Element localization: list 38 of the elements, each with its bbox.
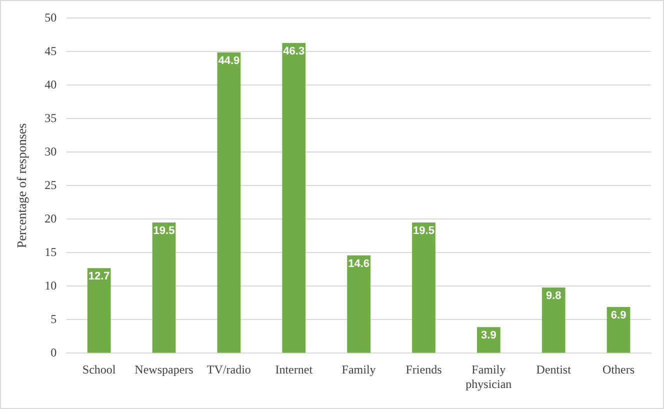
bar (412, 222, 436, 353)
x-tick-label: Friends (406, 362, 442, 377)
y-tick-label: 0 (50, 345, 57, 360)
data-label: 12.7 (88, 270, 110, 283)
x-tick-label: TV/radio (206, 362, 251, 377)
bar (217, 52, 241, 353)
y-tick-label: 20 (44, 211, 57, 226)
y-axis-title: Percentage of responses (14, 123, 30, 248)
bar (87, 268, 111, 353)
y-tick-label: 10 (44, 278, 57, 292)
bar (542, 288, 566, 353)
bar (152, 222, 176, 353)
data-label: 14.6 (348, 258, 370, 270)
data-label: 44.9 (218, 54, 240, 67)
y-tick-label: 25 (44, 178, 57, 192)
x-tick-label: Internet (275, 362, 314, 377)
bar (282, 42, 306, 353)
y-tick-label: 30 (44, 144, 57, 158)
y-tick-label: 50 (44, 10, 57, 24)
y-tick-label: 35 (44, 110, 57, 125)
x-tick-label: Family (342, 362, 376, 377)
y-tick-label: 5 (50, 312, 57, 326)
x-tick-label: Family physician (466, 362, 512, 391)
x-tick-label: Dentist (536, 362, 572, 377)
x-tick-label: Newspapers (134, 362, 194, 377)
data-label: 6.9 (610, 310, 626, 322)
x-tick-label: Others (602, 362, 635, 377)
x-tick-label: School (82, 362, 116, 377)
y-tick-label: 15 (44, 244, 57, 259)
data-label: 19.5 (413, 225, 434, 238)
y-tick-label: 40 (44, 77, 57, 92)
data-label: 9.8 (546, 290, 562, 302)
bar (606, 306, 630, 353)
bar (347, 255, 370, 353)
data-label: 3.9 (481, 330, 496, 342)
y-tick-label: 45 (44, 44, 57, 58)
data-label: 19.5 (153, 225, 175, 238)
data-label: 46.3 (283, 46, 305, 58)
